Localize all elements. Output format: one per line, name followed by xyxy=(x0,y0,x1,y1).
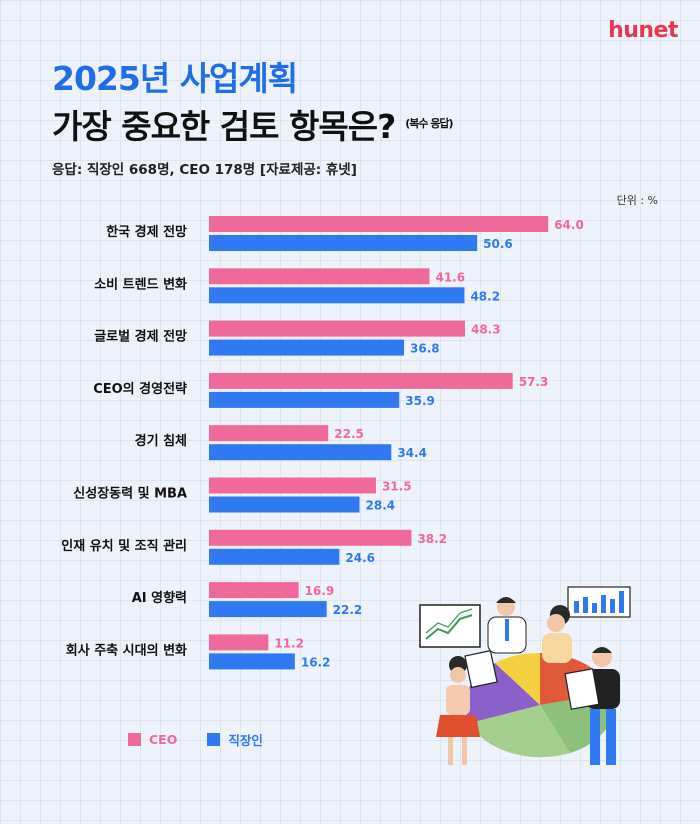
legend-swatch-worker xyxy=(207,733,221,746)
bar-ceo xyxy=(209,529,412,546)
bar-ceo xyxy=(209,477,376,494)
category-label: 한국 경제 전망 xyxy=(106,224,187,240)
bar-ceo xyxy=(209,320,465,337)
page-title-line1: 2025년 사업계획 xyxy=(52,59,298,98)
data-label-worker: 16.2 xyxy=(301,655,331,669)
bar-ceo xyxy=(209,268,430,285)
hunet-logo: hunet xyxy=(608,18,678,43)
bar-ceo xyxy=(209,582,299,599)
data-label-ceo: 16.9 xyxy=(305,584,335,598)
bar-chart: 한국 경제 전망 64.0 50.6 소비 트렌드 변화 41.6 48.2 글로벌 경제 … xyxy=(61,216,584,670)
subtitle: 응답: 직장인 668명, CEO 178명 [자료제공: 휴넷] xyxy=(52,162,357,178)
data-label-ceo: 31.5 xyxy=(382,480,412,494)
data-label-ceo: 11.2 xyxy=(274,636,304,650)
category-label: 신성장동력 및 MBA xyxy=(73,486,187,502)
bar-ceo xyxy=(209,425,329,442)
bar-chart-sign-icon xyxy=(567,586,631,618)
category-label: CEO의 경영전략 xyxy=(93,381,187,397)
bar-worker xyxy=(209,496,360,513)
data-label-worker: 24.6 xyxy=(345,551,375,565)
unit-label: 단위 : % xyxy=(616,194,658,207)
bar-worker xyxy=(209,235,478,251)
category-label: AI 영향력 xyxy=(132,590,187,606)
legend: CEO 직장인 xyxy=(128,730,263,749)
data-label-ceo: 57.3 xyxy=(519,375,549,389)
bar-worker xyxy=(209,391,400,408)
category-label: 소비 트렌드 변화 xyxy=(94,276,187,292)
business-people-illustration xyxy=(419,586,631,765)
woman-left-figure-icon xyxy=(436,649,498,765)
page-title-main: 가장 중요한 검토 항목은? xyxy=(52,107,396,146)
woman-right-figure-icon xyxy=(542,605,572,663)
bar-worker xyxy=(209,444,392,461)
data-label-worker: 36.8 xyxy=(410,342,440,356)
data-label-ceo: 64.0 xyxy=(554,218,584,232)
data-label-worker: 34.4 xyxy=(397,446,427,460)
page-title-line2: 가장 중요한 검토 항목은? (복수 응답) xyxy=(52,100,454,148)
man-right-figure-icon xyxy=(564,647,620,765)
category-label: 회사 주축 시대의 변화 xyxy=(66,642,187,658)
data-label-ceo: 41.6 xyxy=(435,270,465,284)
title-note: (복수 응답) xyxy=(405,116,453,130)
bar-ceo xyxy=(209,634,269,651)
data-label-worker: 48.2 xyxy=(470,289,500,303)
data-label-ceo: 22.5 xyxy=(334,427,364,441)
legend-item-ceo: CEO xyxy=(128,730,177,749)
category-label: 인재 유치 및 조직 관리 xyxy=(61,538,187,554)
data-label-ceo: 38.2 xyxy=(417,532,447,546)
man-center-figure-icon xyxy=(487,597,527,654)
line-chart-sign-icon xyxy=(419,604,481,648)
category-label: 경기 침체 xyxy=(135,433,187,449)
bar-worker xyxy=(209,601,327,618)
legend-label-ceo: CEO xyxy=(149,732,178,747)
legend-label-worker: 직장인 xyxy=(228,733,263,748)
bar-worker xyxy=(209,287,465,304)
legend-item-worker: 직장인 xyxy=(207,730,263,749)
bar-ceo xyxy=(209,372,513,389)
category-label: 글로벌 경제 전망 xyxy=(94,329,187,345)
data-label-worker: 50.6 xyxy=(483,237,513,251)
legend-swatch-ceo xyxy=(128,733,141,746)
bar-worker xyxy=(209,653,295,670)
bar-ceo xyxy=(209,216,549,232)
data-label-worker: 35.9 xyxy=(405,394,435,408)
data-label-worker: 28.4 xyxy=(366,499,396,513)
bar-worker xyxy=(209,339,405,356)
bar-worker xyxy=(209,548,340,565)
data-label-ceo: 48.3 xyxy=(471,323,501,337)
data-label-worker: 22.2 xyxy=(333,603,363,617)
